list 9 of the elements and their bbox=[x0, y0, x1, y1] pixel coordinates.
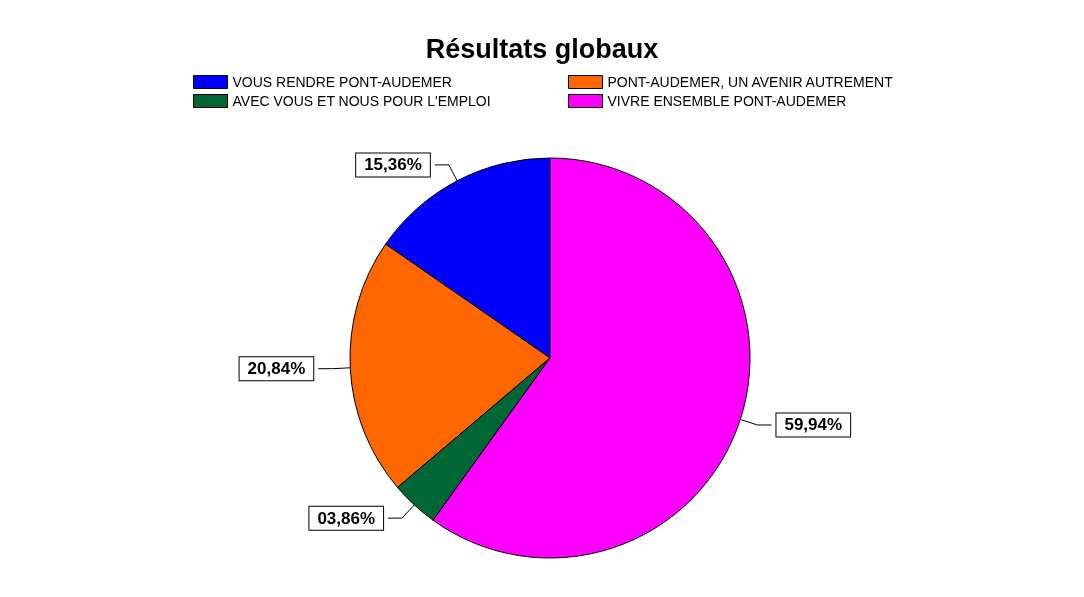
legend-label: VOUS RENDRE PONT-AUDEMER bbox=[232, 74, 452, 90]
legend-label: AVEC VOUS ET NOUS POUR L'EMPLOI bbox=[232, 93, 491, 109]
legend-label: PONT-AUDEMER, UN AVENIR AUTREMENT bbox=[607, 74, 894, 90]
chart-title: Résultats globaux bbox=[425, 33, 659, 64]
data-label: 03,86% bbox=[317, 508, 376, 528]
data-label: 15,36% bbox=[364, 155, 422, 175]
data-label: 59,94% bbox=[784, 415, 843, 435]
legend-label: VIVRE ENSEMBLE PONT-AUDEMER bbox=[607, 93, 847, 109]
data-label: 20,84% bbox=[247, 359, 306, 379]
